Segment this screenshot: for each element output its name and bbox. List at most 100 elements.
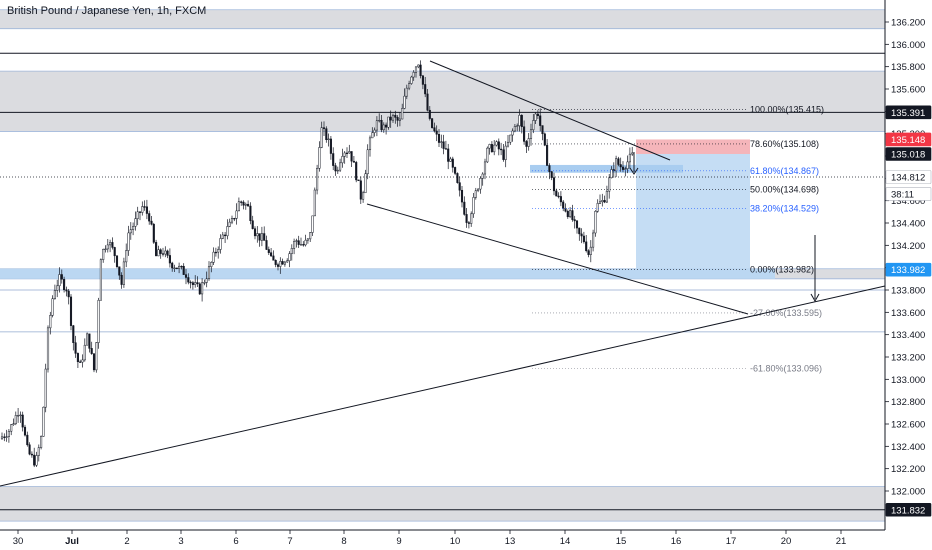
candle [529,123,533,146]
candle [444,140,447,150]
candle [33,447,36,468]
candle [334,162,337,176]
candle [251,215,254,230]
stop-zone [636,139,750,154]
candle [631,146,634,156]
svg-text:135.391: 135.391 [891,108,925,119]
trend-line-1 [429,60,671,161]
candle [129,222,132,240]
y-tick-label: 134.400 [891,219,925,230]
candle [628,147,631,169]
y-tick-label: 132.600 [891,420,925,431]
candle [562,199,565,212]
candle [244,202,247,210]
candle [293,238,296,255]
candle [621,161,625,173]
candle [541,125,544,141]
candle [270,248,273,258]
fib-label-6: -27.00%(133.595) [750,308,822,318]
candle [624,166,627,177]
candle [260,226,263,247]
x-tick-label: 8 [341,536,346,547]
candle [224,231,227,244]
candle [513,123,516,133]
candle [279,257,282,274]
lines-layer [0,52,885,511]
x-tick-label: 6 [233,536,238,547]
candle [60,269,63,284]
candle [49,311,52,335]
candle [357,179,360,182]
candle [233,217,236,222]
candle [115,255,119,269]
candle [65,286,68,297]
candle [53,284,56,300]
candle [201,278,204,302]
support-zone [0,268,775,279]
candle [240,200,243,206]
candle [7,429,10,443]
candle [157,245,160,257]
candle [175,267,178,270]
candle [493,140,496,156]
zone-3 [0,486,885,522]
candle [414,66,418,78]
candle [120,272,123,289]
fib-label-7: -61.80%(133.096) [750,364,822,374]
x-tick-label: 9 [396,536,401,547]
candle [42,406,45,437]
candle [311,215,314,237]
price-badge: 133.982 [885,262,932,277]
candle [552,172,556,196]
candle [497,138,500,156]
candle [575,219,579,234]
candle [35,451,38,468]
candle [40,435,43,450]
candle [161,247,165,257]
candle [111,237,114,250]
candle [226,219,229,240]
candle [546,138,549,166]
candle [322,121,326,136]
candle [426,89,429,112]
candle [564,203,567,213]
candle [302,241,305,247]
candle [318,141,321,172]
candle [76,352,79,368]
price-badge: 134.812 [885,170,932,184]
candle [109,239,112,253]
candle [412,70,415,81]
x-tick-label: 10 [450,536,461,547]
candle [171,261,174,272]
y-tick-label: 135.800 [891,62,925,73]
candle [256,226,259,243]
candle [230,215,234,225]
candle [58,267,61,293]
chart-title: British Pound / Japanese Yen, 1h, FXCM [7,5,206,17]
x-tick-label: 2 [124,536,129,547]
candle [518,109,521,132]
candle [474,187,477,200]
candle [67,288,70,305]
y-tick-label: 136.200 [891,18,925,29]
svg-text:134.812: 134.812 [891,172,925,183]
candle [99,258,102,301]
candle [580,228,583,244]
candle [113,246,116,263]
y-tick-label: 132.400 [891,442,925,453]
candle [433,122,436,133]
y-tick-label: 133.400 [891,330,925,341]
fib-label-0: 100.00%(135.415) [750,105,824,115]
candle [550,170,553,181]
candle [483,158,487,180]
y-tick-label: 133.000 [891,375,925,386]
x-tick-label: 17 [726,536,737,547]
candle [81,354,84,368]
candle [253,226,257,240]
x-tick-label: 20 [781,536,792,547]
candle [210,261,213,273]
candle [189,280,192,289]
candle [359,176,362,205]
candle [332,147,335,171]
candle [63,276,66,293]
